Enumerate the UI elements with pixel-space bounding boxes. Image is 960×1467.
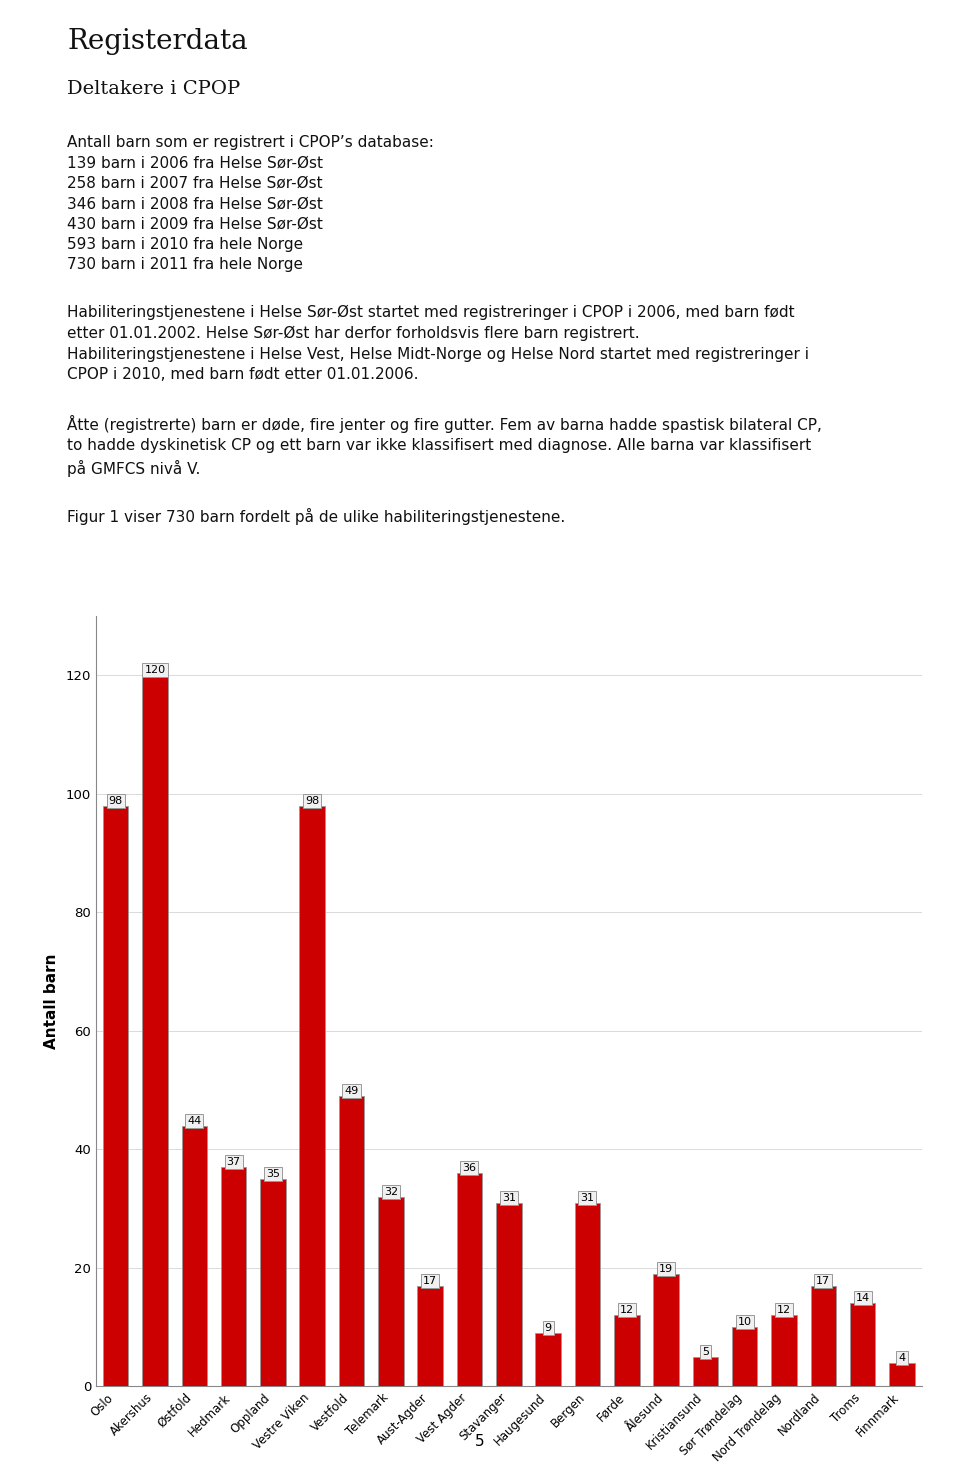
Text: 37: 37 — [227, 1157, 241, 1168]
Bar — [221, 1168, 247, 1386]
Text: 31: 31 — [502, 1193, 516, 1203]
Text: 31: 31 — [581, 1193, 594, 1203]
Bar — [339, 1096, 364, 1386]
Text: 5: 5 — [702, 1347, 708, 1357]
Y-axis label: Antall barn: Antall barn — [44, 954, 59, 1049]
Bar — [771, 1316, 797, 1386]
Text: 17: 17 — [423, 1276, 437, 1285]
Text: 98: 98 — [108, 795, 123, 805]
Bar — [181, 1125, 207, 1386]
Bar — [732, 1328, 757, 1386]
Text: 120: 120 — [144, 666, 165, 675]
Text: 36: 36 — [463, 1163, 476, 1174]
Text: 32: 32 — [384, 1187, 397, 1197]
Text: 5: 5 — [475, 1435, 485, 1449]
Bar — [653, 1273, 679, 1386]
Text: 35: 35 — [266, 1169, 280, 1179]
Text: 9: 9 — [544, 1323, 552, 1334]
Bar — [260, 1179, 286, 1386]
Bar — [536, 1334, 561, 1386]
Text: Registerdata: Registerdata — [67, 28, 248, 54]
Bar — [614, 1316, 639, 1386]
Bar — [300, 805, 325, 1386]
Bar — [692, 1357, 718, 1386]
Text: 19: 19 — [659, 1263, 673, 1273]
Bar — [142, 675, 168, 1386]
Bar — [496, 1203, 521, 1386]
Text: Figur 1 viser 730 barn fordelt på de ulike habiliteringstjenestene.: Figur 1 viser 730 barn fordelt på de uli… — [67, 508, 565, 525]
Text: 12: 12 — [620, 1306, 634, 1316]
Bar — [889, 1363, 915, 1386]
Bar — [810, 1285, 836, 1386]
Bar — [457, 1174, 482, 1386]
Text: 14: 14 — [855, 1294, 870, 1303]
Text: 44: 44 — [187, 1115, 202, 1125]
Text: 12: 12 — [777, 1306, 791, 1316]
Bar — [378, 1197, 403, 1386]
Bar — [103, 805, 129, 1386]
Text: Åtte (registrerte) barn er døde, fire jenter og fire gutter. Fem av barna hadde : Åtte (registrerte) barn er døde, fire je… — [67, 415, 822, 477]
Text: Habiliteringstjenestene i Helse Sør-Øst startet med registreringer i CPOP i 2006: Habiliteringstjenestene i Helse Sør-Øst … — [67, 305, 809, 381]
Bar — [418, 1285, 443, 1386]
Bar — [850, 1303, 876, 1386]
Text: Antall barn som er registrert i CPOP’s database:
139 barn i 2006 fra Helse Sør-Ø: Antall barn som er registrert i CPOP’s d… — [67, 135, 434, 273]
Bar — [575, 1203, 600, 1386]
Text: 10: 10 — [737, 1317, 752, 1328]
Text: 98: 98 — [305, 795, 320, 805]
Text: 4: 4 — [899, 1353, 905, 1363]
Text: Deltakere i CPOP: Deltakere i CPOP — [67, 81, 240, 98]
Text: 49: 49 — [345, 1086, 359, 1096]
Text: 17: 17 — [816, 1276, 830, 1285]
